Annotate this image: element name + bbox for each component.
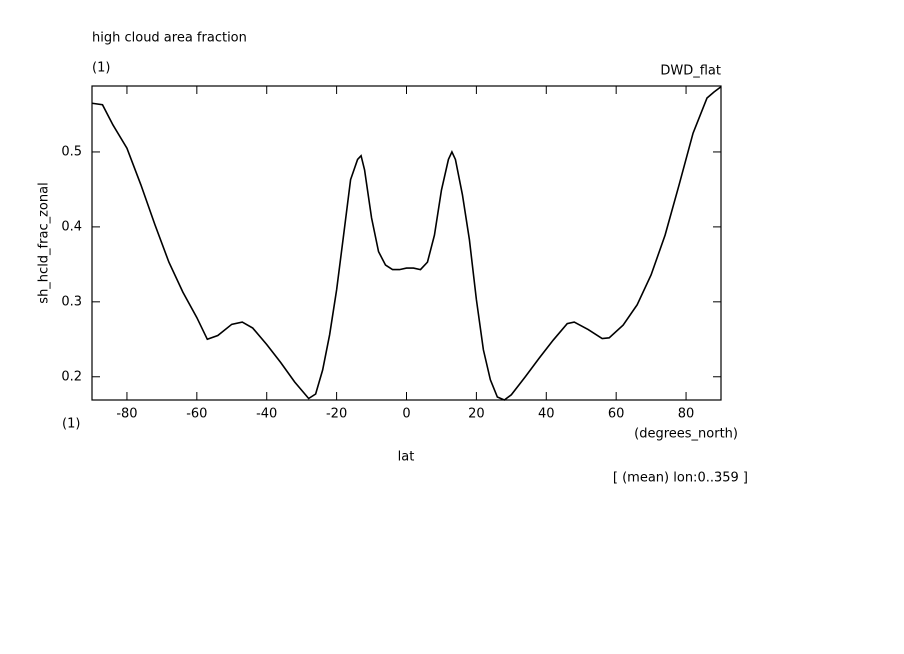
y-axis-label: sh_hcld_frac_zonal bbox=[37, 182, 52, 303]
subtitle: (1) bbox=[92, 61, 110, 76]
y-tick-label: 0.5 bbox=[61, 144, 82, 159]
y-tick-label: 0.3 bbox=[61, 294, 82, 309]
data-line bbox=[91, 86, 722, 401]
y-units: (1) bbox=[62, 417, 80, 432]
x-tick-label: -80 bbox=[116, 407, 137, 422]
y-tick-label: 0.4 bbox=[61, 219, 82, 234]
x-tick-label: 20 bbox=[468, 407, 485, 422]
chart-title: high cloud area fraction bbox=[92, 31, 247, 46]
x-tick-label: -40 bbox=[256, 407, 277, 422]
note: [ (mean) lon:0..359 ] bbox=[613, 471, 748, 486]
y-tick-label: 0.2 bbox=[61, 369, 82, 384]
x-units: (degrees_north) bbox=[634, 427, 738, 442]
x-tick-label: -60 bbox=[186, 407, 207, 422]
x-tick-label: 80 bbox=[678, 407, 695, 422]
x-tick-label: 60 bbox=[608, 407, 625, 422]
plot-frame bbox=[91, 85, 722, 401]
x-tick-label: 0 bbox=[402, 407, 410, 422]
dataset-label: DWD_flat bbox=[660, 64, 721, 79]
x-axis-label: lat bbox=[398, 450, 415, 465]
x-tick-label: -20 bbox=[326, 407, 347, 422]
x-tick-label: 40 bbox=[538, 407, 555, 422]
